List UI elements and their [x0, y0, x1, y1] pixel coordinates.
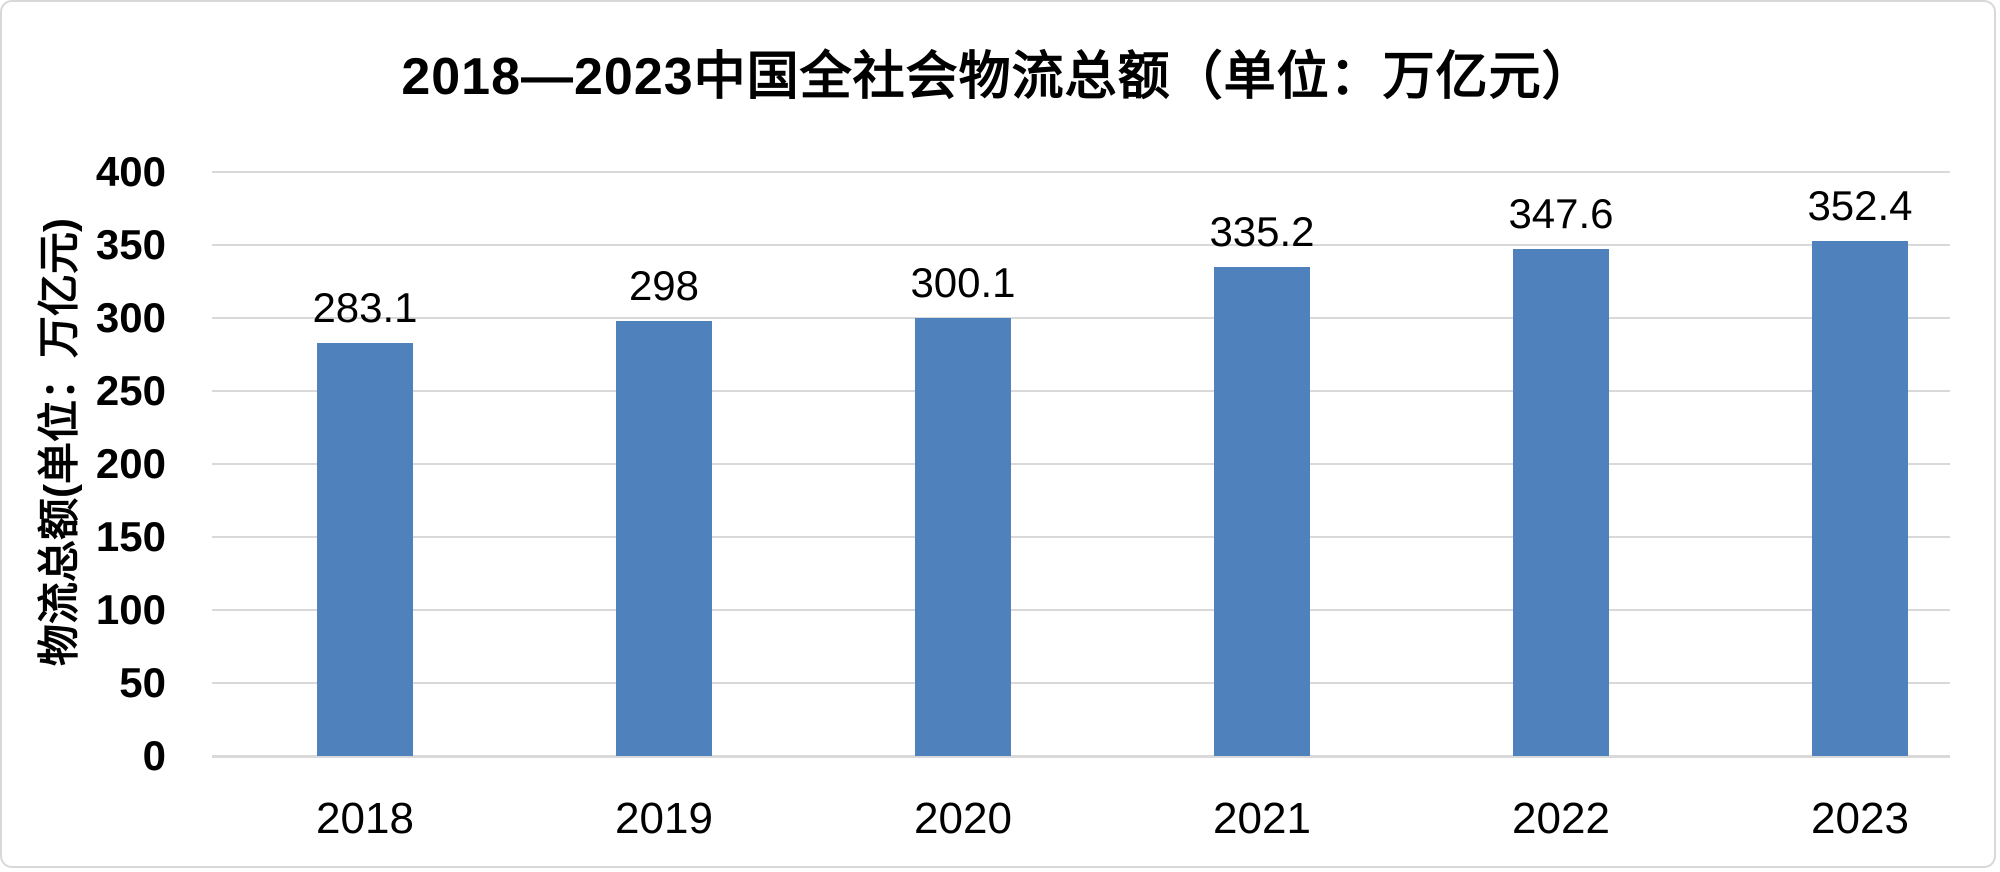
bar	[1214, 266, 1310, 756]
gridline	[212, 171, 1950, 173]
bar-value-label: 300.1	[910, 258, 1016, 306]
bar-value-label: 347.6	[1508, 189, 1614, 237]
chart-title: 2018—2023中国全社会物流总额（单位：万亿元）	[401, 48, 1595, 106]
bar	[616, 320, 712, 756]
y-tick-label: 100	[95, 586, 166, 633]
gridline	[212, 317, 1950, 319]
y-tick-label: 0	[142, 732, 166, 779]
gridline	[212, 536, 1950, 538]
bar-value-label: 335.2	[1209, 207, 1315, 255]
x-tick-label: 2022	[1512, 794, 1610, 843]
bar-value-label: 352.4	[1807, 182, 1913, 230]
bar	[915, 317, 1011, 756]
y-tick-label: 250	[95, 367, 166, 414]
bar	[1812, 241, 1908, 756]
y-tick-label: 400	[95, 148, 166, 195]
gridline	[212, 463, 1950, 465]
gridline	[212, 682, 1950, 684]
y-tick-label: 50	[119, 659, 166, 706]
gridline	[212, 609, 1950, 611]
y-tick-label: 150	[95, 513, 166, 560]
y-tick-label: 200	[95, 440, 166, 487]
bar-value-label: 298	[628, 261, 700, 309]
y-tick-label: 350	[95, 221, 166, 268]
x-tick-label: 2018	[316, 794, 414, 843]
gridline	[212, 244, 1950, 246]
x-tick-label: 2020	[914, 794, 1012, 843]
x-tick-label: 2019	[615, 794, 713, 843]
y-tick-label: 300	[95, 294, 166, 341]
gridline	[212, 390, 1950, 392]
x-tick-label: 2023	[1811, 794, 1909, 843]
bar	[1513, 248, 1609, 756]
bar-value-label: 283.1	[312, 283, 418, 331]
bar	[317, 342, 413, 756]
x-tick-label: 2021	[1213, 794, 1311, 843]
x-axis-line	[212, 755, 1950, 758]
